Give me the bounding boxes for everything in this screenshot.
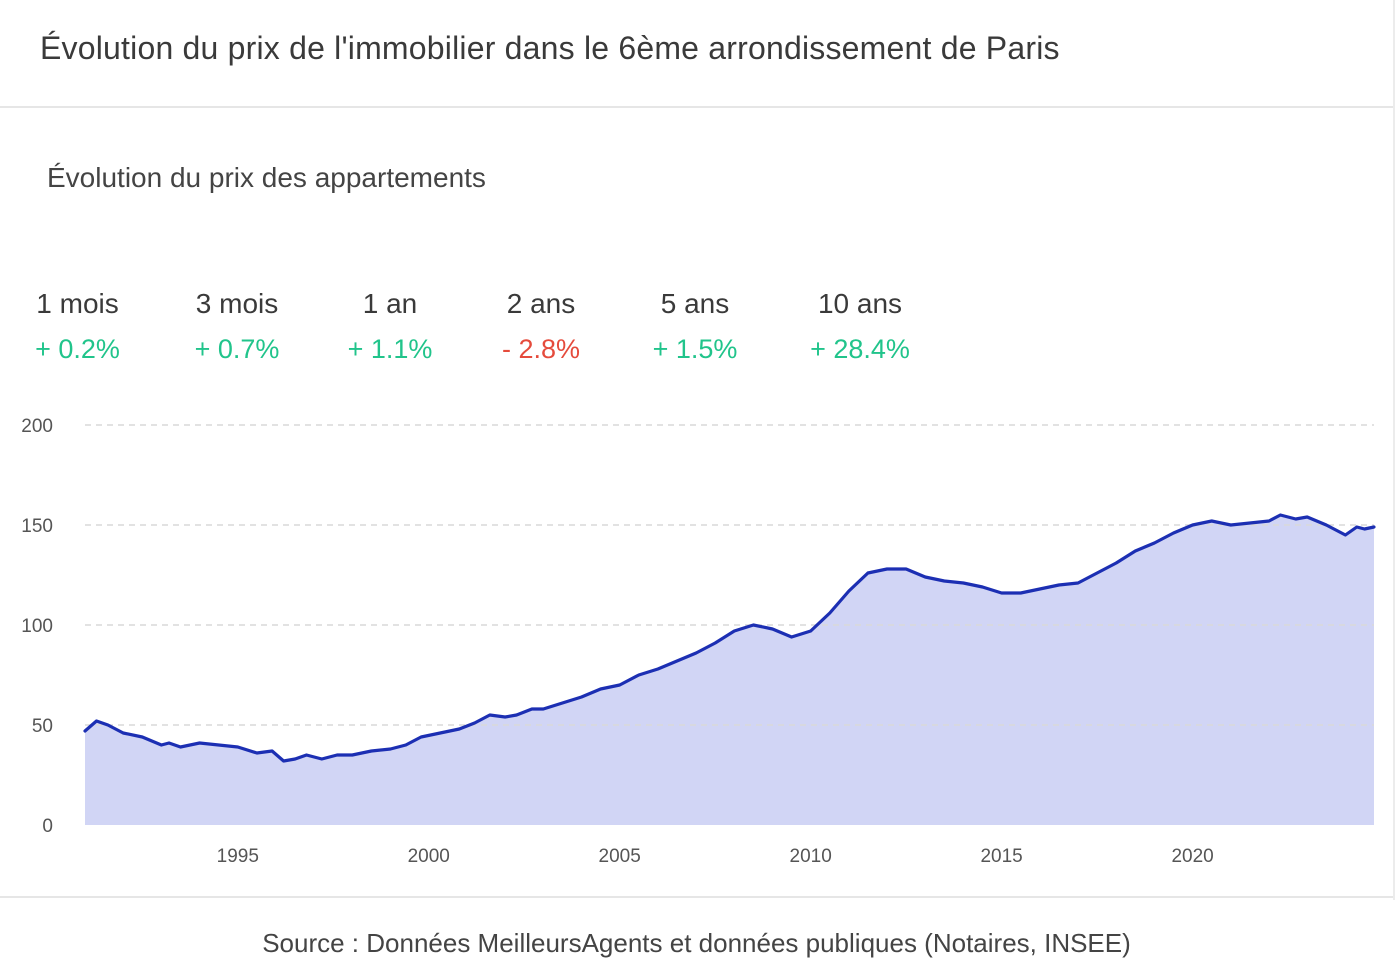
stat-label: 3 mois	[195, 288, 279, 319]
stat-value: + 28.4%	[810, 334, 910, 364]
x-tick-label: 2000	[408, 846, 450, 867]
stat-label: 1 mois	[36, 288, 119, 319]
series-line	[83, 513, 1376, 763]
y-tick-label: 200	[21, 416, 53, 437]
y-tick-label: 0	[42, 816, 53, 837]
stat-label: 10 ans	[817, 288, 903, 319]
stat-2-ans: 2 ans - 2.8%	[492, 288, 590, 365]
stat-3-mois: 3 mois + 0.7%	[186, 288, 288, 365]
x-tick-label: 2020	[1171, 846, 1213, 867]
stat-value: + 0.2%	[35, 334, 120, 364]
stat-value: + 1.5%	[652, 334, 738, 364]
series-area	[85, 515, 1374, 825]
stat-5-ans: 5 ans + 1.5%	[648, 288, 742, 365]
x-tick-label: 1995	[217, 846, 259, 867]
header-divider	[0, 106, 1393, 108]
source-note: Source : Données MeilleursAgents et donn…	[262, 928, 1131, 958]
stat-value: - 2.8%	[501, 334, 581, 364]
stat-label: 5 ans	[660, 288, 730, 319]
page-title: Évolution du prix de l'immobilier dans l…	[40, 30, 1060, 66]
y-tick-label: 150	[21, 516, 53, 537]
x-tick-label: 2005	[599, 846, 641, 867]
card-right-border	[1393, 0, 1395, 900]
x-tick-label: 2015	[980, 846, 1022, 867]
stat-label: 2 ans	[506, 288, 576, 319]
stat-10-ans: 10 ans + 28.4%	[800, 288, 920, 365]
stat-value: + 1.1%	[347, 334, 433, 364]
y-tick-label: 100	[21, 616, 53, 637]
stat-1-mois: 1 mois + 0.2%	[30, 288, 125, 365]
stat-1-an: 1 an + 1.1%	[345, 288, 435, 365]
x-tick-label: 2010	[790, 846, 832, 867]
y-tick-label: 50	[32, 716, 53, 737]
stat-value: + 0.7%	[194, 334, 280, 364]
footer-divider	[0, 896, 1393, 898]
stat-label: 1 an	[362, 288, 418, 319]
chart-subtitle: Évolution du prix des appartements	[47, 162, 486, 193]
price-chart[interactable]: 0 50 100 150 200 1995 2000 2005 2010 2015 2020	[0, 395, 1393, 875]
